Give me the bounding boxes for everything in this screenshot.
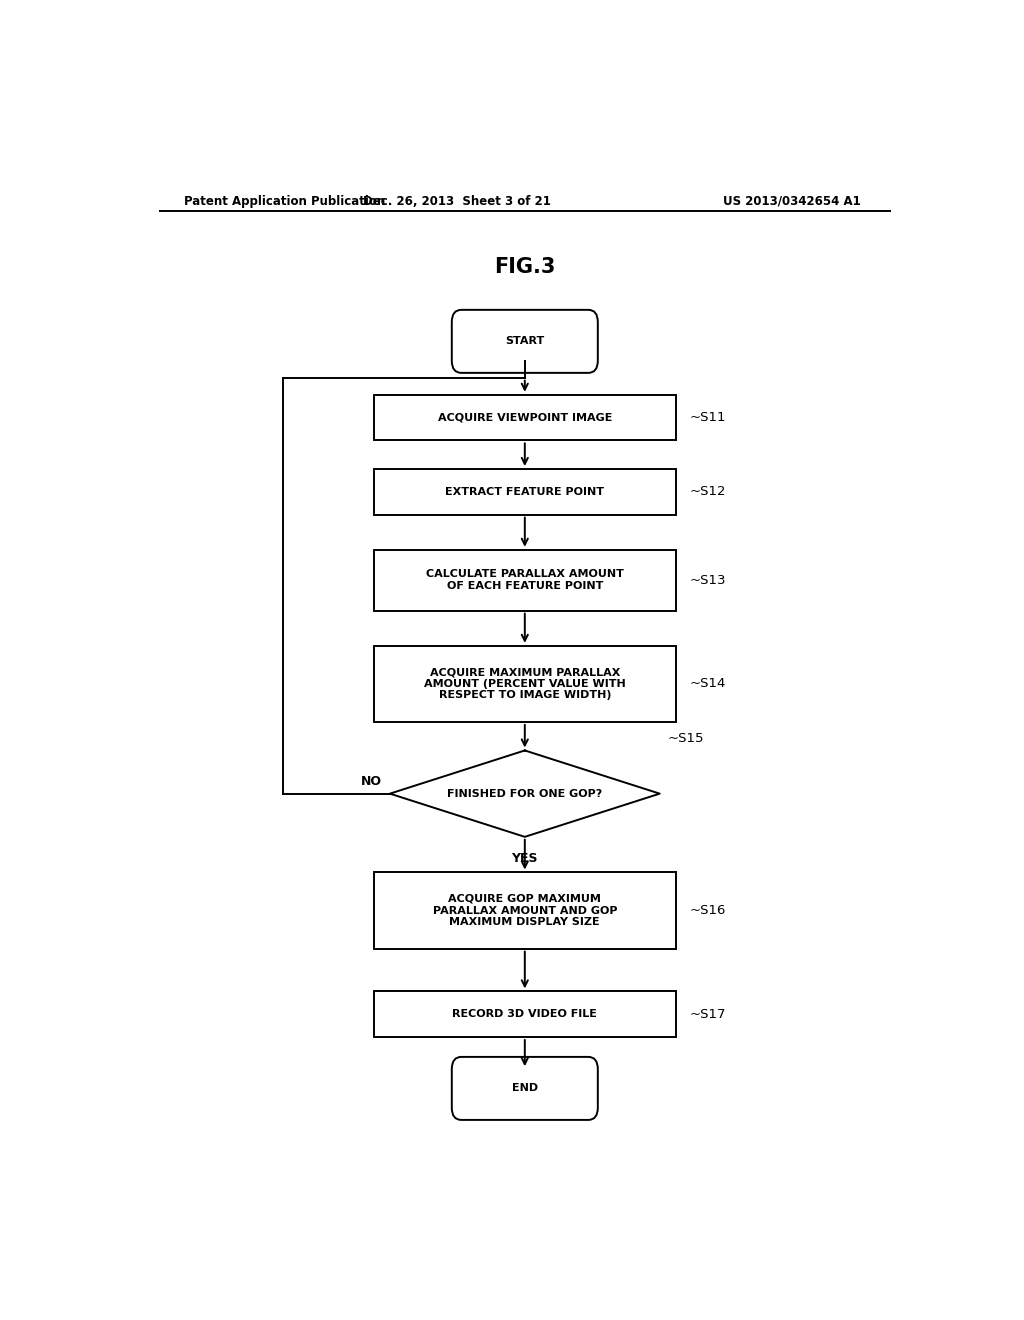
Polygon shape [390,751,659,837]
Text: EXTRACT FEATURE POINT: EXTRACT FEATURE POINT [445,487,604,496]
Text: ~S12: ~S12 [690,486,726,498]
Text: ~S16: ~S16 [690,904,726,917]
Text: Patent Application Publication: Patent Application Publication [183,194,385,207]
Text: ~S13: ~S13 [690,574,726,586]
FancyBboxPatch shape [374,991,676,1038]
FancyBboxPatch shape [374,469,676,515]
Text: US 2013/0342654 A1: US 2013/0342654 A1 [723,194,861,207]
Text: ~S17: ~S17 [690,1007,726,1020]
FancyBboxPatch shape [452,310,598,372]
Text: START: START [505,337,545,346]
Text: FIG.3: FIG.3 [495,257,555,277]
Text: FINISHED FOR ONE GOP?: FINISHED FOR ONE GOP? [447,788,602,799]
Text: ACQUIRE MAXIMUM PARALLAX
AMOUNT (PERCENT VALUE WITH
RESPECT TO IMAGE WIDTH): ACQUIRE MAXIMUM PARALLAX AMOUNT (PERCENT… [424,668,626,701]
Text: ~S11: ~S11 [690,411,726,424]
Text: ~S15: ~S15 [668,733,705,746]
Text: YES: YES [512,853,538,865]
Text: NO: NO [360,775,382,788]
FancyBboxPatch shape [374,645,676,722]
Text: ACQUIRE VIEWPOINT IMAGE: ACQUIRE VIEWPOINT IMAGE [437,413,612,422]
FancyBboxPatch shape [374,549,676,611]
FancyBboxPatch shape [452,1057,598,1119]
Text: ACQUIRE GOP MAXIMUM
PARALLAX AMOUNT AND GOP
MAXIMUM DISPLAY SIZE: ACQUIRE GOP MAXIMUM PARALLAX AMOUNT AND … [432,894,617,927]
Text: END: END [512,1084,538,1093]
Text: ~S14: ~S14 [690,677,726,690]
Text: CALCULATE PARALLAX AMOUNT
OF EACH FEATURE POINT: CALCULATE PARALLAX AMOUNT OF EACH FEATUR… [426,569,624,591]
Text: Dec. 26, 2013  Sheet 3 of 21: Dec. 26, 2013 Sheet 3 of 21 [364,194,551,207]
FancyBboxPatch shape [374,395,676,441]
Text: RECORD 3D VIDEO FILE: RECORD 3D VIDEO FILE [453,1010,597,1019]
FancyBboxPatch shape [374,873,676,949]
